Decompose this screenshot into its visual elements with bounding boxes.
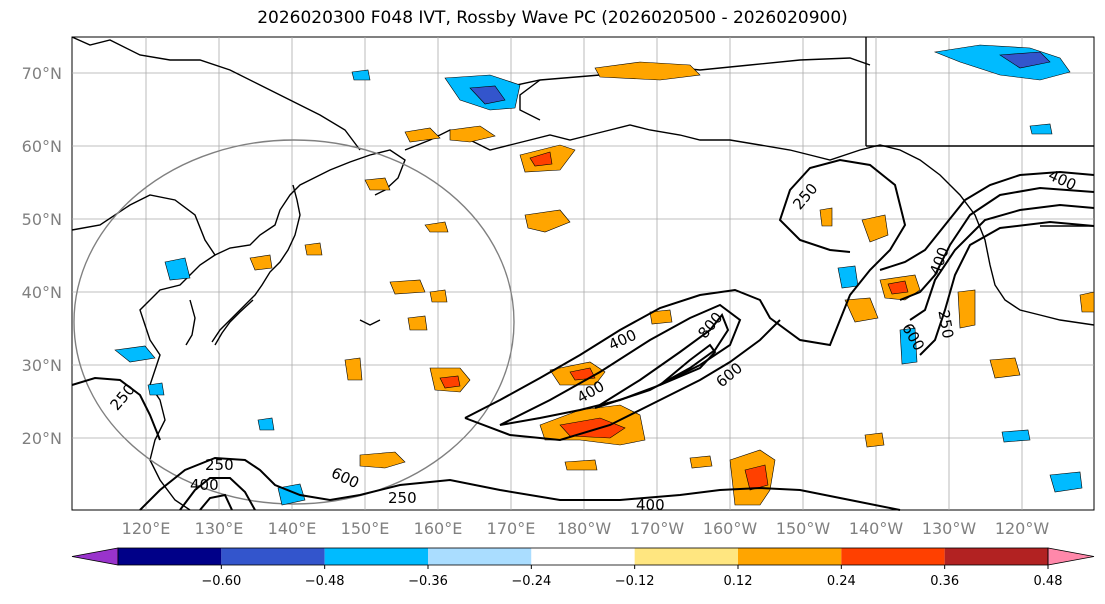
colorbar-tick-label: −0.36 bbox=[408, 574, 448, 589]
lon-label: 180°W bbox=[557, 519, 612, 538]
contour-label: 400 bbox=[636, 496, 665, 514]
lon-label: 170°E bbox=[487, 519, 536, 538]
colorbar-outline bbox=[117, 547, 1049, 566]
colorbar-segment bbox=[221, 548, 325, 565]
lat-label: 30°N bbox=[22, 356, 62, 375]
colorbar-segment bbox=[944, 548, 1048, 565]
colorbar-tick-label: −0.24 bbox=[511, 574, 551, 589]
colorbar-tick-label: 0.48 bbox=[1034, 574, 1063, 589]
longitude-labels: 120°E 130°E 140°E 150°E 160°E 170°E 180°… bbox=[122, 519, 1050, 538]
colorbar-segment bbox=[738, 548, 842, 565]
lat-label: 70°N bbox=[22, 64, 62, 83]
contour-label: 250 bbox=[388, 489, 417, 507]
latitude-labels: 70°N 60°N 50°N 40°N 30°N 20°N bbox=[22, 64, 62, 448]
ivt-contours bbox=[71, 158, 1095, 511]
colorbar-segment bbox=[634, 548, 738, 565]
colorbar-segment bbox=[841, 548, 945, 565]
lon-label: 130°W bbox=[922, 519, 977, 538]
lon-label: 120°W bbox=[995, 519, 1050, 538]
colorbar-segment bbox=[118, 548, 222, 565]
lat-label: 60°N bbox=[22, 137, 62, 156]
lon-label: 140°E bbox=[268, 519, 317, 538]
lat-label: 20°N bbox=[22, 429, 62, 448]
lon-label: 130°E bbox=[195, 519, 244, 538]
lon-label: 150°E bbox=[341, 519, 390, 538]
colorbar-segment bbox=[324, 548, 428, 565]
colorbar-tick-label: −0.60 bbox=[201, 574, 241, 589]
colorbar-extend-min bbox=[71, 547, 119, 566]
lon-label: 170°W bbox=[630, 519, 685, 538]
colorbar-tick-label: −0.12 bbox=[615, 574, 655, 589]
colorbar-tick-label: −0.48 bbox=[305, 574, 345, 589]
lon-label: 150°W bbox=[776, 519, 831, 538]
ivt-positive-anomalies bbox=[249, 61, 1095, 506]
colorbar-segment bbox=[531, 548, 635, 565]
coastlines bbox=[71, 36, 1095, 511]
colorbar-tick-label: 0.12 bbox=[724, 574, 753, 589]
lon-label: 140°W bbox=[849, 519, 904, 538]
contour-label: 250 bbox=[205, 456, 234, 474]
colorbar: −0.60 −0.48 −0.36 −0.24 −0.12 0.12 0.24 0.36 0.4… bbox=[71, 547, 1095, 589]
lon-label: 160°E bbox=[414, 519, 463, 538]
colorbar-tick-label: 0.36 bbox=[930, 574, 959, 589]
lat-label: 40°N bbox=[22, 283, 62, 302]
lon-label: 120°E bbox=[122, 519, 171, 538]
map-title: 2026020300 F048 IVT, Rossby Wave PC (202… bbox=[257, 8, 848, 28]
graticule bbox=[72, 37, 1094, 510]
lon-label: 160°W bbox=[703, 519, 758, 538]
rossby-wave-ellipse bbox=[73, 139, 515, 505]
colorbar-extend-max bbox=[1047, 547, 1095, 566]
contour-label: 400 bbox=[190, 476, 219, 494]
contour-label: 250 bbox=[934, 309, 957, 340]
ivt-negative-anomalies bbox=[114, 44, 1083, 506]
lat-label: 50°N bbox=[22, 210, 62, 229]
colorbar-segment bbox=[428, 548, 532, 565]
colorbar-tick-label: 0.24 bbox=[827, 574, 856, 589]
